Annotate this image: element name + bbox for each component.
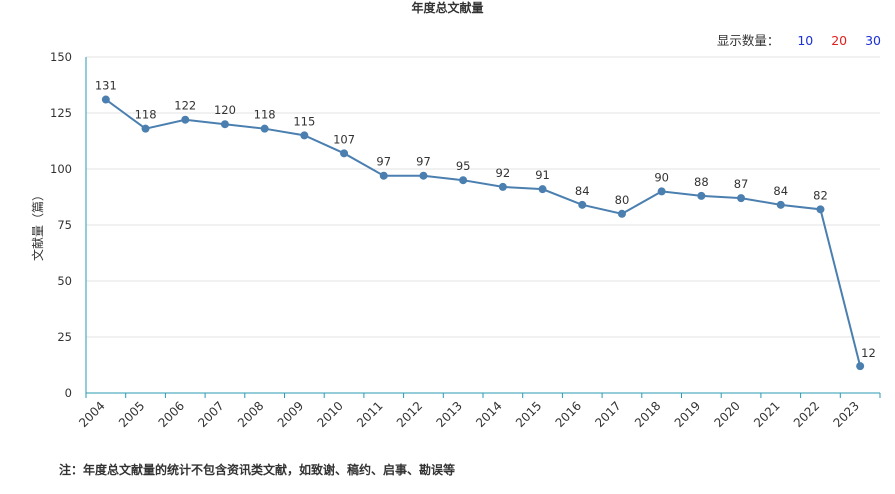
x-tick-label: 2018 xyxy=(632,399,663,430)
data-label-2010: 107 xyxy=(333,132,355,146)
data-label-2021: 84 xyxy=(773,184,788,198)
y-tick-label: 150 xyxy=(50,50,72,64)
data-label-2014: 92 xyxy=(496,166,511,180)
display-count-option-20[interactable]: 20 xyxy=(831,33,848,48)
x-tick-label: 2004 xyxy=(76,399,107,430)
data-point-2023 xyxy=(856,362,865,371)
x-tick-label: 2016 xyxy=(553,399,584,430)
data-point-2018 xyxy=(657,187,666,196)
data-label-2017: 80 xyxy=(615,193,630,207)
display-count-label: 显示数量： xyxy=(716,33,780,48)
data-label-2004: 131 xyxy=(95,79,117,93)
data-label-2022: 82 xyxy=(813,188,828,202)
data-labels: 131 118 122 120 118 115 107 97 97 95 92 91 84 80 90 88 8… xyxy=(95,79,876,361)
x-tick-label: 2014 xyxy=(473,399,504,430)
data-point-2007 xyxy=(220,120,229,129)
x-tick-label: 2009 xyxy=(275,399,306,430)
data-label-2013: 95 xyxy=(456,159,471,173)
x-tick-label: 2013 xyxy=(434,399,465,430)
data-label-2016: 84 xyxy=(575,184,590,198)
data-point-2016 xyxy=(578,200,587,209)
data-point-2021 xyxy=(776,200,785,209)
x-tick-label: 2006 xyxy=(156,399,187,430)
data-label-2009: 115 xyxy=(293,114,315,128)
axes: 0 25 50 75 100 125 150 2004 2005 2006 2007 2008 2009… xyxy=(30,50,881,430)
data-label-2015: 91 xyxy=(535,168,550,182)
data-label-2007: 120 xyxy=(214,103,236,117)
y-axis-title: 文献量（篇） xyxy=(30,189,45,261)
data-label-2019: 88 xyxy=(694,175,709,189)
data-point-2005 xyxy=(141,124,150,133)
x-tick-label: 2011 xyxy=(354,399,385,430)
x-tick-label: 2021 xyxy=(751,399,782,430)
x-tick-label: 2012 xyxy=(394,399,425,430)
data-point-2010 xyxy=(340,149,349,158)
footnote: 注：年度总文献量的统计不包含资讯类文献，如致谢、稿约、启事、勘误等 xyxy=(59,463,456,477)
y-tick-label: 50 xyxy=(57,274,72,288)
data-label-2020: 87 xyxy=(734,177,749,191)
x-tick-label: 2017 xyxy=(592,399,623,430)
x-tick-label: 2005 xyxy=(116,399,147,430)
data-point-2008 xyxy=(260,124,269,133)
x-tick-label: 2022 xyxy=(791,399,822,430)
display-count-option-10[interactable]: 10 xyxy=(797,33,814,48)
x-tick-label: 2015 xyxy=(513,399,544,430)
data-label-2012: 97 xyxy=(416,155,431,169)
y-tick-label: 125 xyxy=(50,106,72,120)
x-tick-label: 2019 xyxy=(672,399,703,430)
data-label-2006: 122 xyxy=(174,99,196,113)
data-point-2004 xyxy=(101,95,110,104)
data-point-2020 xyxy=(737,194,746,203)
x-tick-label: 2010 xyxy=(314,399,345,430)
x-tick-label: 2020 xyxy=(711,399,742,430)
data-point-2022 xyxy=(816,205,825,214)
data-point-2011 xyxy=(379,171,388,180)
data-point-2006 xyxy=(181,115,190,124)
chart-title: 年度总文献量 xyxy=(411,1,484,15)
data-point-2014 xyxy=(498,182,507,191)
data-label-2005: 118 xyxy=(135,108,157,122)
data-label-2008: 118 xyxy=(254,108,276,122)
data-label-2018: 90 xyxy=(654,170,669,184)
y-tick-label: 75 xyxy=(57,218,72,232)
series-line xyxy=(105,98,862,367)
display-count-option-30[interactable]: 30 xyxy=(865,33,881,48)
y-tick-label: 25 xyxy=(57,330,72,344)
gridlines xyxy=(86,56,880,338)
data-point-2012 xyxy=(419,171,428,180)
data-label-2011: 97 xyxy=(376,155,391,169)
y-tick-label: 0 xyxy=(65,386,72,400)
data-point-2009 xyxy=(300,131,309,140)
data-point-2015 xyxy=(538,185,547,194)
series-total-documents xyxy=(101,95,865,371)
data-point-2019 xyxy=(697,191,706,200)
x-tick-label: 2008 xyxy=(235,399,266,430)
display-count-selector: 显示数量： 10 20 30 xyxy=(717,30,881,49)
x-tick-label: 2007 xyxy=(195,399,226,430)
data-point-2013 xyxy=(459,176,468,185)
y-tick-label: 100 xyxy=(50,162,72,176)
data-label-2023: 12 xyxy=(861,346,876,360)
data-point-2017 xyxy=(617,209,626,218)
x-tick-label: 2023 xyxy=(831,399,862,430)
